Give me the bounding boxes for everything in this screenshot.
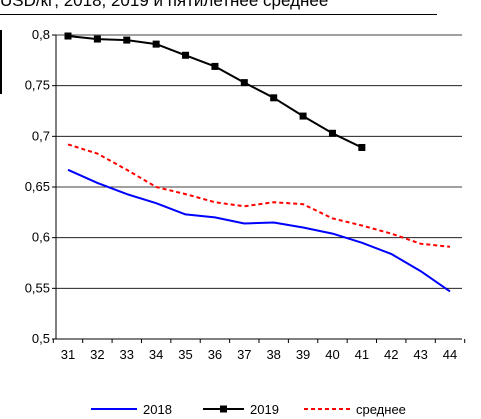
grid-lines [56, 34, 462, 289]
y-tick-label: 0,6 [32, 230, 50, 245]
y-tick-label: 0,8 [32, 27, 50, 42]
legend-label-2019: 2019 [250, 402, 279, 417]
legend-marker-2019 [220, 405, 227, 413]
legend-label-2018: 2018 [143, 402, 172, 417]
series-lines [64, 32, 451, 293]
y-tick-label: 0,5 [32, 331, 50, 346]
x-tick-label: 35 [178, 347, 192, 362]
y-tick-label: 0,65 [25, 179, 50, 194]
data-point-2019 [358, 143, 366, 151]
x-tick-label: 34 [149, 347, 163, 362]
data-point-2019 [182, 51, 190, 59]
series-line-2019 [67, 35, 363, 149]
data-point-2019 [64, 32, 72, 40]
x-tick-label: 39 [296, 347, 310, 362]
data-point-2019 [240, 79, 248, 87]
data-point-2019 [152, 40, 160, 48]
x-tick-label: 44 [443, 347, 457, 362]
data-point-2019 [93, 35, 101, 43]
axes [52, 34, 466, 343]
data-point-2019 [328, 129, 336, 137]
x-tick-label: 41 [355, 347, 369, 362]
series-line-2018 [67, 168, 451, 293]
left-edge-bar [0, 30, 2, 94]
x-tick-label: 43 [413, 347, 427, 362]
data-point-2019 [270, 94, 278, 102]
x-tick-label: 42 [384, 347, 398, 362]
x-tick-label: 37 [237, 347, 251, 362]
data-point-2019 [299, 112, 307, 120]
legend-label-среднее: среднее [356, 402, 406, 417]
x-tick-labels: 31 32 33 34 35 36 37 38 39 40 41 42 43 44 [61, 347, 457, 362]
x-tick-label: 31 [61, 347, 75, 362]
x-tick-label: 36 [208, 347, 222, 362]
legend: 2018 2019 среднее [91, 402, 406, 417]
x-tick-label: 40 [325, 347, 339, 362]
x-tick-label: 32 [90, 347, 104, 362]
y-tick-labels: 0,5 0,55 0,6 0,65 0,7 0,75 0,8 [25, 27, 50, 346]
y-tick-label: 0,55 [25, 280, 50, 295]
y-tick-label: 0,75 [25, 78, 50, 93]
series-line-среднее [67, 143, 451, 248]
x-tick-label: 38 [266, 347, 280, 362]
title-underline [0, 14, 437, 15]
data-point-2019 [123, 36, 131, 44]
chart-title: USD/кг; 2018, 2019 и пятилетнее среднее [0, 0, 329, 10]
x-tick-label: 33 [120, 347, 134, 362]
data-point-2019 [211, 62, 219, 70]
y-tick-label: 0,7 [32, 128, 50, 143]
